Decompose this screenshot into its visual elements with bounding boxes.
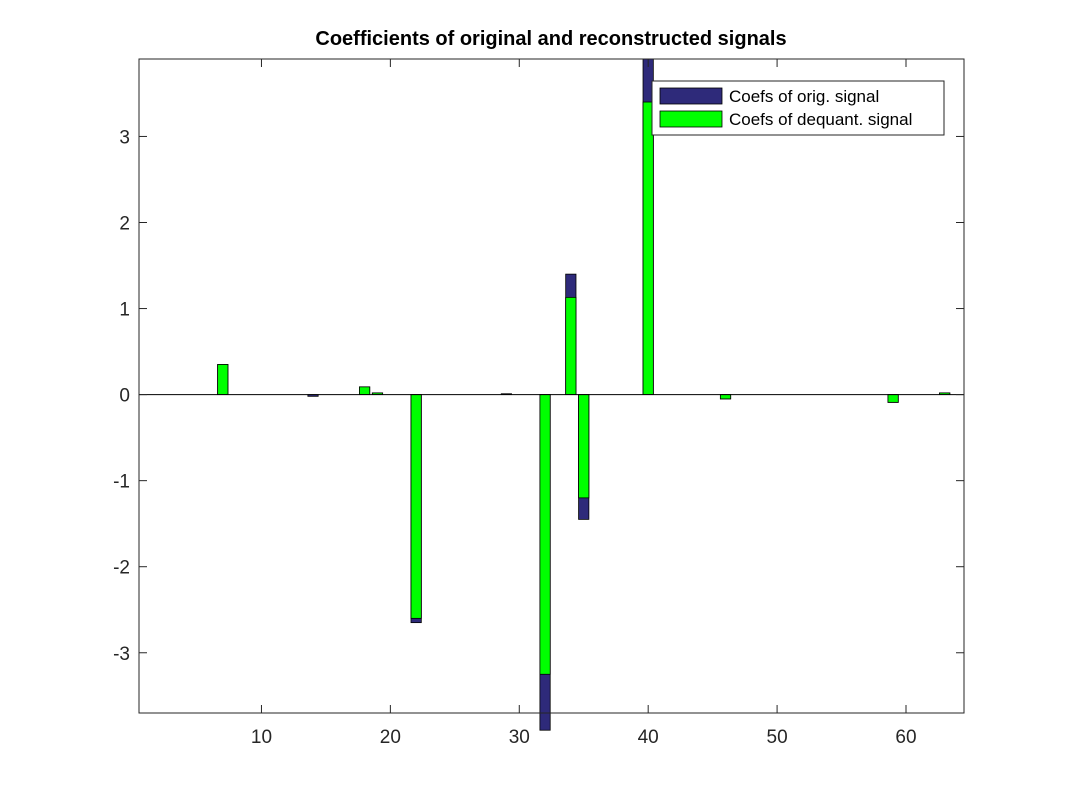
legend-swatch-original xyxy=(659,87,723,105)
y-tick-label: 0 xyxy=(119,386,130,407)
bar-dequantized xyxy=(539,394,551,675)
bar-dequantized xyxy=(642,101,654,396)
bar-dequantized xyxy=(578,394,590,499)
axes-box xyxy=(138,58,965,714)
y-tick-label: -2 xyxy=(113,558,130,579)
bar-dequantized xyxy=(359,386,371,396)
bar-dequantized xyxy=(719,394,732,400)
bar-dequantized xyxy=(410,394,422,619)
legend-swatch-dequantized xyxy=(659,110,723,128)
bar-dequantized xyxy=(887,394,899,403)
y-tick-label: -3 xyxy=(113,644,130,665)
x-tick-label: 50 xyxy=(767,727,788,748)
x-tick-label: 40 xyxy=(638,727,659,748)
y-tick-label: 1 xyxy=(119,300,130,321)
x-tick-label: 60 xyxy=(895,727,916,748)
y-tick-label: -1 xyxy=(113,472,130,493)
x-tick-label: 20 xyxy=(380,727,401,748)
legend-label-dequantized: Coefs of dequant. signal xyxy=(729,110,912,129)
bar-dequantized xyxy=(565,296,577,396)
legend-label-original: Coefs of orig. signal xyxy=(729,87,879,106)
chart-title: Coefficients of original and reconstruct… xyxy=(315,28,787,50)
bar-dequantized xyxy=(217,364,229,396)
x-tick-label: 30 xyxy=(509,727,530,748)
x-tick-label: 10 xyxy=(251,727,272,748)
y-tick-label: 3 xyxy=(119,127,130,148)
y-tick-label: 2 xyxy=(119,214,130,235)
